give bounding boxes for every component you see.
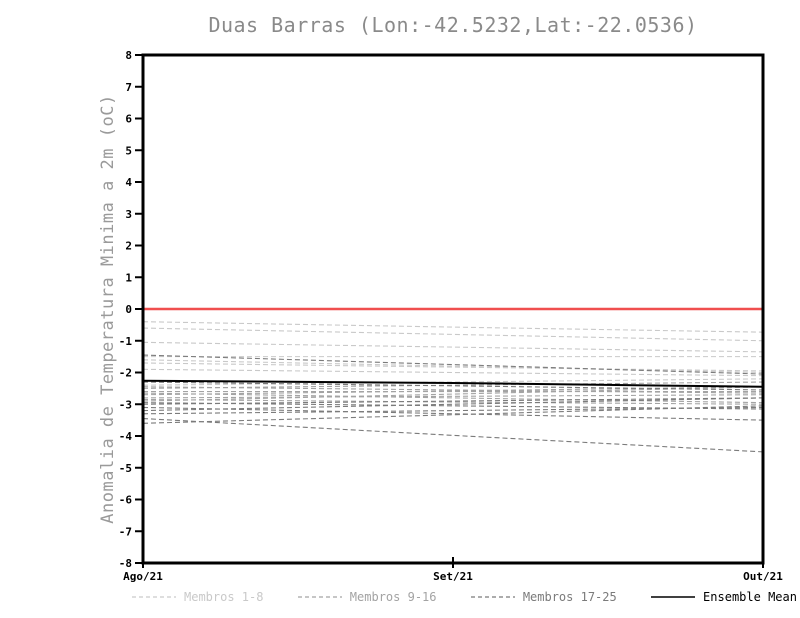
member-line — [142, 406, 764, 421]
member-line — [142, 417, 764, 453]
x-tick-label: Ago/21 — [123, 570, 163, 583]
member-line — [142, 327, 764, 342]
member-line — [142, 381, 764, 389]
y-tick-label: 6 — [125, 113, 132, 126]
member-line — [142, 381, 764, 391]
legend-item-ensemble-mean: Ensemble Mean — [650, 590, 797, 604]
member-line — [142, 406, 764, 415]
ensemble-mean-line — [142, 379, 764, 388]
legend-item-membros-1-8: Membros 1-8 — [131, 590, 263, 604]
member-line — [142, 359, 764, 374]
legend-item-membros-17-25: Membros 17-25 — [470, 590, 617, 604]
y-tick-label: 8 — [125, 49, 132, 62]
member-line — [142, 362, 764, 372]
member-line — [142, 402, 764, 410]
member-line — [142, 386, 764, 396]
x-tick-label: Out/21 — [743, 570, 783, 583]
y-tick-label: -8 — [119, 557, 132, 570]
member-line — [142, 386, 764, 394]
member-line — [142, 321, 764, 333]
y-tick-label: -6 — [119, 494, 133, 507]
legend-item-membros-9-16: Membros 9-16 — [297, 590, 437, 604]
member-line — [142, 354, 764, 375]
y-tick-label: 1 — [125, 271, 132, 284]
dashed-line-icon — [470, 596, 515, 598]
member-line — [142, 397, 764, 405]
y-tick-label: -3 — [119, 398, 132, 411]
member-line — [142, 397, 764, 412]
member-line — [142, 405, 764, 424]
y-tick-label: -4 — [119, 430, 133, 443]
member-line — [142, 368, 764, 377]
dashed-line-icon — [132, 596, 176, 598]
legend-label: Membros 17-25 — [522, 590, 617, 604]
member-line — [142, 394, 764, 399]
y-tick-label: 0 — [125, 303, 132, 316]
member-line — [142, 398, 764, 405]
chart-title: Duas Barras (Lon:-42.5232,Lat:-22.0536) — [208, 13, 698, 37]
y-tick-label: -1 — [119, 335, 133, 348]
x-tick-label: Set/21 — [433, 570, 473, 583]
dashed-line-icon — [297, 596, 342, 598]
legend-label: Membros 1-8 — [184, 590, 264, 604]
legend-label: Membros 9-16 — [349, 590, 437, 604]
y-tick-label: 2 — [125, 240, 132, 253]
member-line — [142, 341, 764, 353]
member-line — [142, 386, 764, 402]
y-tick-label: 4 — [125, 176, 132, 189]
solid-line-icon — [651, 596, 696, 598]
y-tick-label: 7 — [125, 81, 132, 94]
y-tick-label: -2 — [119, 367, 132, 380]
legend: Membros 1-8 Membros 9-16 Membros 17-25 E… — [131, 590, 797, 604]
y-tick-label: 5 — [125, 144, 132, 157]
y-tick-label: -7 — [119, 525, 132, 538]
y-tick-label: -5 — [119, 462, 132, 475]
member-line — [142, 392, 764, 404]
member-line — [142, 378, 764, 386]
y-tick-label: 3 — [125, 208, 132, 221]
legend-label: Ensemble Mean — [703, 590, 797, 604]
